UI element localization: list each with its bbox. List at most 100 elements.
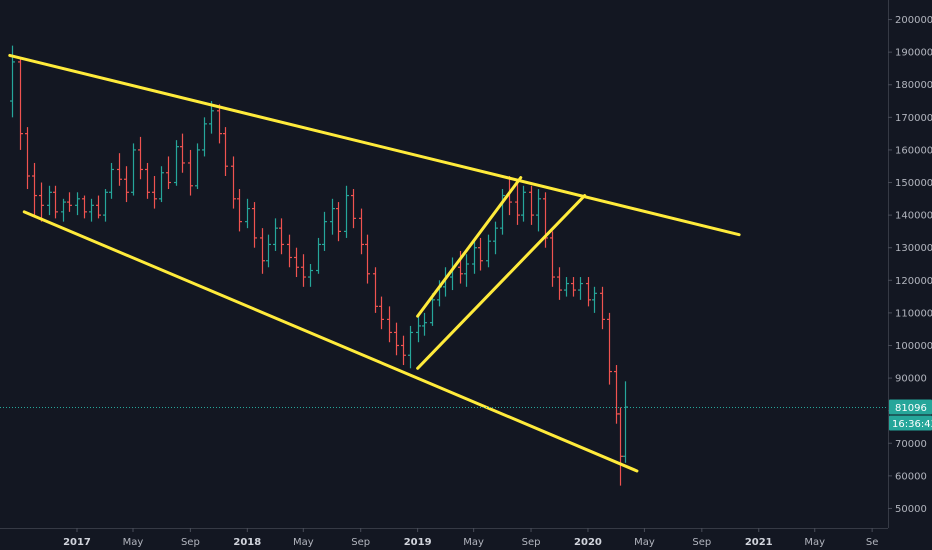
y-tick-label: 70000	[895, 439, 927, 450]
ohlc-bar	[25, 127, 30, 190]
time-axis[interactable]: 2017 May Sep 2018 May Sep 2019 May Sep 2020 May Sep…	[63, 528, 878, 548]
ohlc-bar	[294, 247, 299, 278]
price-bars	[10, 45, 628, 486]
y-tick-label: 140000	[895, 211, 932, 222]
ohlc-bar	[159, 166, 164, 203]
ohlc-bar	[543, 192, 548, 248]
ohlc-bar	[39, 182, 44, 222]
y-tick-label: 110000	[895, 308, 932, 319]
last-price-badges: 81096 16:36:43	[889, 399, 932, 431]
ohlc-bar	[486, 234, 491, 268]
x-tick-label: Sep	[351, 537, 370, 548]
ohlc-bar	[152, 176, 157, 209]
ohlc-bar	[138, 136, 143, 180]
ohlc-bar	[336, 202, 341, 242]
ohlc-bar	[195, 143, 200, 190]
y-tick-label: 170000	[895, 113, 932, 124]
ohlc-bar	[131, 143, 136, 196]
ohlc-bar	[308, 264, 313, 287]
price-axis[interactable]: 5000060000700008000090000100000110000120…	[888, 15, 932, 515]
y-tick-label: 180000	[895, 80, 932, 91]
ohlc-bar	[557, 267, 562, 300]
ohlc-bar	[330, 198, 335, 235]
x-tick-label: May	[804, 537, 825, 548]
ohlc-bar	[472, 241, 477, 274]
ohlc-bar	[365, 234, 370, 284]
ohlc-bar	[287, 234, 292, 268]
ohlc-bar	[180, 133, 185, 173]
ohlc-bar	[571, 277, 576, 297]
countdown-badge: 16:36:43	[889, 415, 932, 431]
ohlc-bar	[166, 156, 171, 190]
ohlc-bar	[394, 322, 399, 356]
ohlc-bar	[188, 149, 193, 196]
trendlines[interactable]	[8, 53, 741, 473]
plot-background	[0, 0, 888, 528]
y-tick-label: 50000	[895, 504, 927, 515]
ohlc-bar	[607, 312, 612, 385]
ohlc-bar	[231, 156, 236, 209]
ohlc-bar	[32, 162, 37, 216]
ohlc-bar	[18, 58, 23, 150]
ohlc-bar	[500, 189, 505, 235]
ohlc-bar	[89, 198, 94, 222]
last-price-label: 81096	[895, 403, 927, 414]
x-tick-label: May	[293, 537, 314, 548]
ohlc-bar	[252, 202, 257, 248]
x-tick-label: 2021	[745, 537, 773, 548]
ohlc-bar	[174, 140, 179, 186]
ohlc-bar	[564, 277, 569, 297]
y-tick-label: 150000	[895, 178, 932, 189]
y-tick-label: 120000	[895, 276, 932, 287]
ohlc-bar	[245, 198, 250, 229]
x-tick-label: May	[634, 537, 655, 548]
y-tick-label: 130000	[895, 243, 932, 254]
ohlc-bar	[117, 153, 122, 186]
ohlc-bar	[53, 185, 58, 219]
ohlc-bar	[408, 325, 413, 369]
ohlc-bar	[47, 185, 52, 216]
ohlc-bar	[430, 293, 435, 326]
y-tick-label: 100000	[895, 341, 932, 352]
ohlc-bar	[266, 234, 271, 268]
ohlc-bar	[322, 211, 327, 251]
ohlc-bar	[145, 162, 150, 199]
trendline-lower-channel[interactable]	[22, 210, 639, 473]
y-tick-label: 200000	[895, 15, 932, 26]
ohlc-bar	[379, 296, 384, 330]
countdown-label: 16:36:43	[892, 419, 932, 430]
ohlc-bar	[464, 254, 469, 287]
ohlc-bar	[301, 254, 306, 287]
ohlc-bar	[217, 104, 222, 144]
x-tick-label: 2020	[574, 537, 602, 548]
ohlc-bar	[416, 316, 421, 343]
ohlc-bar	[260, 228, 265, 274]
ohlc-bar	[600, 286, 605, 330]
ohlc-bar	[237, 189, 242, 232]
trendline-rising-wedge-left[interactable]	[416, 176, 523, 318]
ohlc-bar	[82, 195, 87, 219]
ohlc-bar	[344, 185, 349, 238]
ohlc-bar	[550, 231, 555, 287]
ohlc-bar	[536, 189, 541, 232]
ohlc-bar	[359, 208, 364, 255]
ohlc-bar	[578, 277, 583, 300]
ohlc-bar	[279, 218, 284, 255]
x-tick-label: Se	[866, 537, 879, 548]
ohlc-bar	[61, 198, 66, 222]
x-tick-label: 2018	[233, 537, 261, 548]
trendline-rising-wedge-right[interactable]	[416, 194, 587, 370]
ohlc-bar	[373, 267, 378, 313]
x-tick-label: May	[463, 537, 484, 548]
ohlc-bar	[529, 185, 534, 225]
ohlc-bar	[223, 127, 228, 176]
ohlc-bar	[401, 335, 406, 366]
y-tick-label: 90000	[895, 374, 927, 385]
last-price-badge: 81096	[889, 399, 932, 415]
y-tick-label: 60000	[895, 471, 927, 482]
ohlc-bar	[75, 192, 80, 216]
x-tick-label: 2017	[63, 537, 91, 548]
ohlc-bar	[351, 189, 356, 229]
trendline-upper-channel[interactable]	[8, 53, 741, 237]
